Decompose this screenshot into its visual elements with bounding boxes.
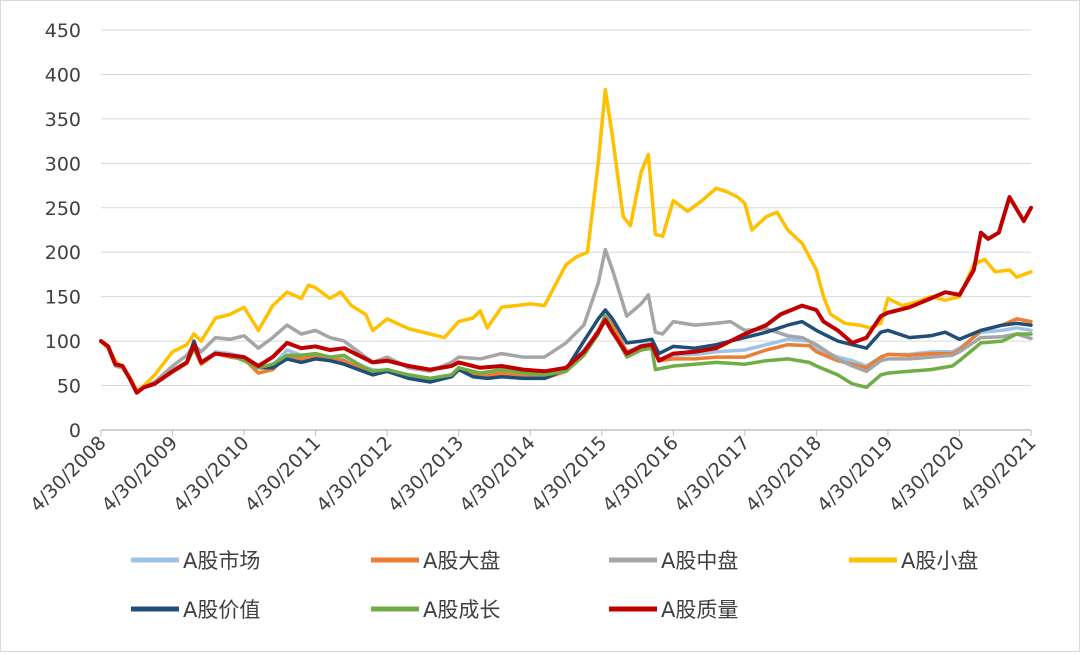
x-tick-label: 4/30/2012 <box>312 432 396 516</box>
y-tick-label: 0 <box>69 420 81 442</box>
y-tick-label: 100 <box>45 331 81 353</box>
legend-label: A股市场 <box>183 549 260 573</box>
y-tick-label: 200 <box>45 242 81 264</box>
y-tick-label: 450 <box>45 20 81 42</box>
x-tick-label: 4/30/2019 <box>813 432 897 516</box>
series-line <box>99 195 1033 395</box>
y-tick-label: 50 <box>57 376 81 398</box>
legend: A股市场 A股大盘 A股中盘 A股小盘 A股价值 A股成长 A股质量 <box>131 549 978 622</box>
x-tick-label: 4/30/2008 <box>26 432 110 516</box>
y-axis: 0 50 100 150 200 250 300 350 400 450 <box>45 20 81 442</box>
series-line <box>99 247 1033 395</box>
series-line <box>99 312 1033 392</box>
y-tick-label: 350 <box>45 109 81 131</box>
x-tick-label: 4/30/2011 <box>241 432 325 516</box>
legend-label: A股小盘 <box>901 549 978 573</box>
y-tick-label: 250 <box>45 198 81 220</box>
x-tick-label: 4/30/2010 <box>169 432 253 516</box>
x-tick-label: 4/30/2015 <box>527 432 611 516</box>
x-axis: 4/30/20084/30/20094/30/20104/30/20114/30… <box>26 429 1041 516</box>
legend-label: A股中盘 <box>661 549 738 573</box>
y-tick-label: 400 <box>45 64 81 86</box>
x-tick-label: 4/30/2017 <box>670 432 754 516</box>
legend-label: A股价值 <box>183 598 260 622</box>
x-tick-label: 4/30/2020 <box>885 432 969 516</box>
y-tick-label: 150 <box>45 287 81 309</box>
legend-label: A股质量 <box>661 598 738 622</box>
gridlines <box>101 29 1031 431</box>
legend-label: A股成长 <box>423 598 500 622</box>
x-tick-label: 4/30/2021 <box>956 432 1040 516</box>
x-tick-label: 4/30/2009 <box>98 432 182 516</box>
series-lines <box>99 87 1033 395</box>
series-line <box>99 87 1033 393</box>
y-tick-label: 300 <box>45 153 81 175</box>
x-tick-label: 4/30/2014 <box>455 432 539 516</box>
legend-label: A股大盘 <box>423 549 500 573</box>
x-tick-label: 4/30/2018 <box>741 432 825 516</box>
series-line <box>99 308 1033 395</box>
x-tick-label: 4/30/2016 <box>598 432 682 516</box>
x-tick-label: 4/30/2013 <box>384 432 468 516</box>
